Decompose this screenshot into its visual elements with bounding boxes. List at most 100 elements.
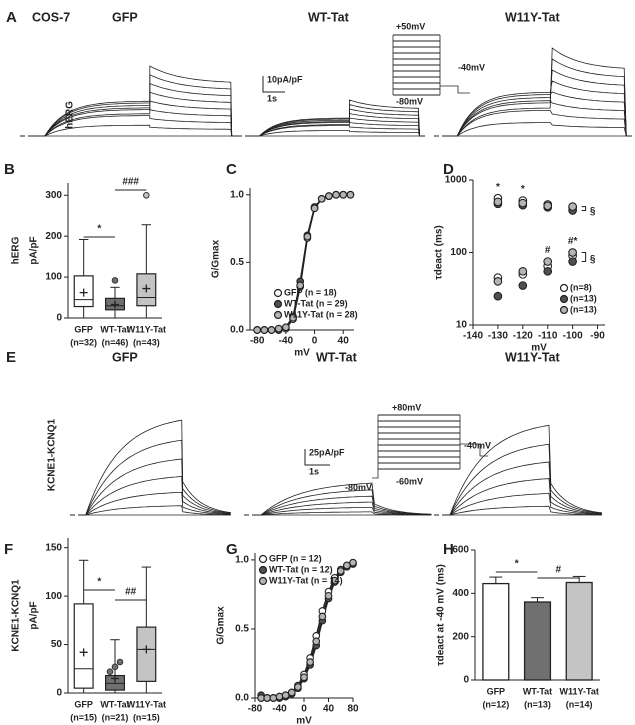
x-axis-label: mV — [531, 343, 547, 354]
panel-label: F — [4, 541, 13, 558]
y-tick-label: 0.5 — [235, 624, 249, 635]
significance-label: * — [97, 224, 101, 235]
y-axis-label: pA/pF — [29, 601, 40, 629]
x-tick-label: GFP — [487, 686, 506, 696]
data-point — [275, 692, 284, 701]
significance-label: § — [590, 254, 596, 265]
x-tick-label: WT-Tat — [100, 324, 129, 334]
x-tick-label: -40 — [272, 704, 287, 715]
bar — [565, 581, 593, 681]
trace — [78, 419, 231, 516]
scale-bar — [304, 449, 330, 466]
trace — [28, 91, 238, 137]
trace — [28, 115, 238, 137]
legend-label: GFP (n = 18) — [284, 287, 337, 297]
panel-label: A — [6, 9, 17, 26]
n-label: (n=43) — [133, 337, 160, 347]
trace — [252, 489, 432, 516]
x-tick-label: W11Y-Tat — [127, 699, 166, 709]
legend-label: W11Y-Tat (n = 14) — [269, 575, 343, 585]
legend-marker — [273, 299, 283, 309]
legend-label: W11Y-Tat (n = 28) — [284, 309, 358, 319]
outlier — [116, 658, 124, 666]
x-tick-label: WT-Tat — [523, 686, 552, 696]
x-tick-label: 80 — [347, 704, 359, 715]
trace — [442, 443, 602, 516]
x-tick-label: -80 — [250, 336, 265, 347]
x-axis-label: mV — [294, 348, 310, 359]
y-axis-label: τdeact at -40 mV (ms) — [436, 564, 447, 666]
n-label: (n=46) — [102, 337, 129, 347]
bar — [482, 582, 510, 681]
trace — [245, 130, 425, 137]
data-point — [325, 192, 333, 200]
x-tick-label: -40 — [279, 336, 294, 347]
n-label: (n=21) — [102, 712, 129, 722]
significance-label: § — [590, 206, 596, 217]
trace-title: W11Y-Tat — [505, 10, 560, 24]
trace — [252, 501, 432, 516]
panel-label: E — [6, 349, 16, 366]
trace — [442, 493, 602, 516]
trace — [78, 439, 231, 516]
trace — [442, 461, 602, 516]
data-point — [267, 326, 276, 334]
data-point — [324, 591, 333, 600]
trace-title: W11Y-Tat — [505, 350, 560, 364]
legend-marker — [559, 305, 569, 315]
trace — [28, 100, 238, 137]
data-point — [296, 281, 305, 290]
data-point — [332, 190, 340, 199]
trace — [245, 103, 425, 137]
significance-label: * — [521, 184, 525, 195]
data-point — [339, 190, 348, 199]
scale-time: 1s — [267, 93, 277, 103]
x-tick-label: -110 — [538, 331, 558, 342]
box — [136, 626, 157, 682]
protocol-label: +80mV — [392, 402, 421, 412]
protocol-tail — [372, 415, 488, 479]
trace — [442, 58, 632, 137]
protocol-tail — [392, 35, 470, 95]
trace — [442, 505, 602, 516]
row-label: hERG — [65, 101, 76, 129]
x-tick-label: GFP — [74, 324, 93, 334]
legend-label: (n=13) — [570, 304, 597, 314]
legend-marker — [273, 288, 283, 298]
protocol-label: -40mV — [464, 440, 491, 450]
y-tick-label: 100 — [45, 591, 62, 602]
protocol-label: -80mV — [396, 96, 423, 106]
data-point — [568, 248, 577, 257]
trace — [245, 108, 425, 137]
y-tick-label: 100 — [450, 247, 467, 258]
trace — [442, 122, 632, 137]
data-point — [543, 257, 553, 266]
y-tick-label: 1.0 — [235, 555, 249, 566]
legend-marker — [258, 554, 268, 564]
y-tick-label: 400 — [452, 588, 469, 599]
x-tick-label: -90 — [590, 331, 605, 342]
mean-marker — [111, 674, 119, 683]
trace — [442, 80, 632, 137]
scale-time: 1s — [309, 466, 319, 476]
current-traces — [20, 47, 632, 516]
trace — [442, 47, 632, 137]
mean-marker — [142, 284, 151, 293]
protocol-label: -80mV — [345, 482, 372, 492]
y-tick-label: 600 — [452, 545, 469, 556]
voltage-protocol — [392, 34, 470, 96]
trace — [245, 125, 425, 137]
legend-label: (n=13) — [570, 293, 597, 303]
data-point — [518, 281, 528, 290]
x-tick-label: -100 — [563, 331, 583, 342]
x-tick-label: WT-Tat — [100, 699, 129, 709]
trace — [245, 113, 425, 137]
trace — [28, 124, 238, 137]
significance-label: ## — [125, 587, 137, 598]
row-label: KCNE1-KCNQ1 — [47, 418, 58, 491]
bracket — [581, 252, 587, 263]
y-tick-label: 1000 — [445, 175, 468, 186]
x-tick-label: -140 — [463, 331, 483, 342]
x-tick-label: -120 — [513, 331, 533, 342]
